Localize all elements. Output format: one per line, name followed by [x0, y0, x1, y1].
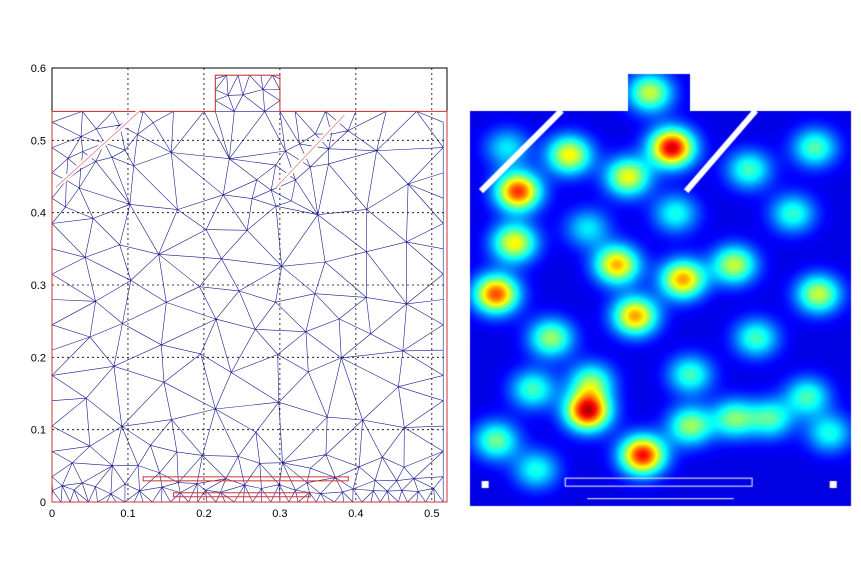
field-heatmap — [0, 0, 861, 574]
field-canvas — [0, 0, 861, 574]
